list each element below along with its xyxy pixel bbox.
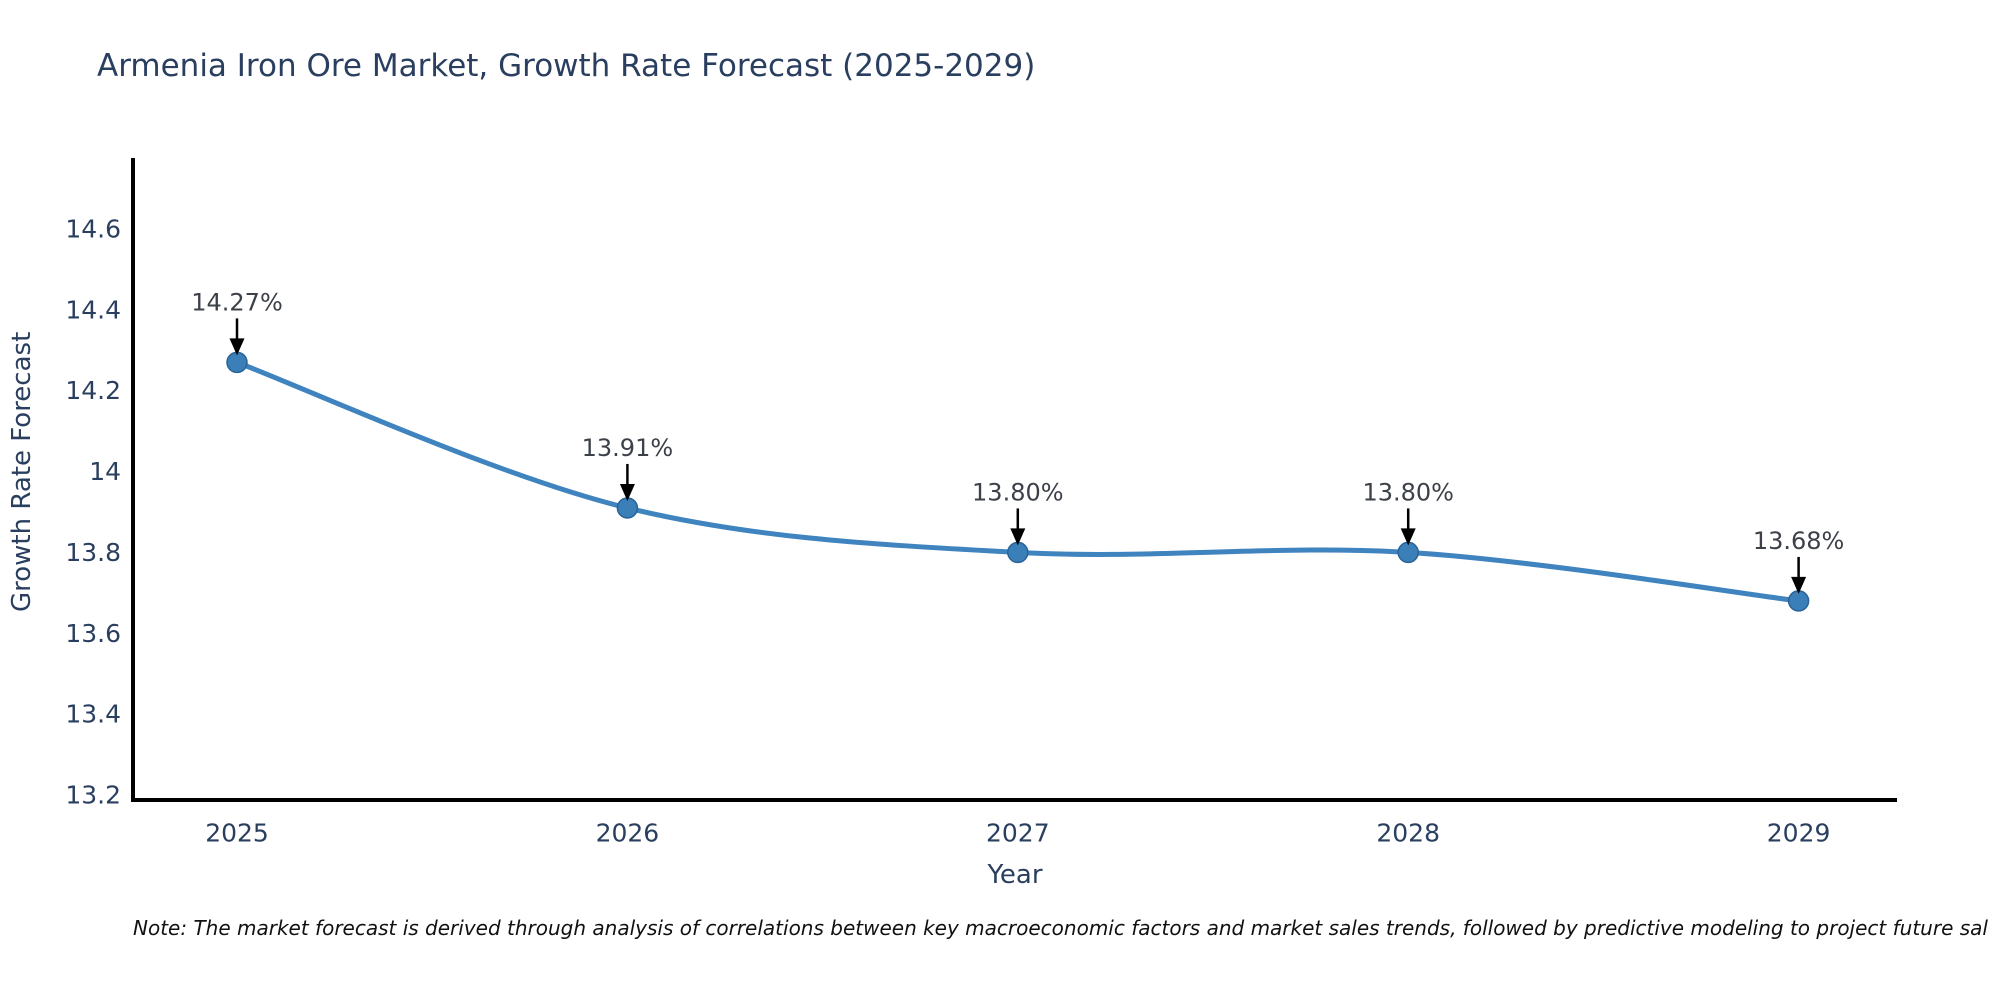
annotation-label: 13.68% [1753,527,1845,555]
chart-title: Armenia Iron Ore Market, Growth Rate For… [97,48,1036,84]
y-tick-label: 13.2 [65,781,121,810]
annotation-label: 14.27% [191,288,283,316]
x-tick-label: 2025 [205,819,269,848]
annotation-2025: 14.27% [191,288,283,356]
y-tick-label: 14.4 [65,295,121,324]
y-tick-label: 14 [89,457,121,486]
data-point-2027[interactable] [1007,541,1029,564]
annotation-label: 13.91% [582,434,674,462]
y-tick-label: 14.6 [65,214,121,243]
x-tick-label: 2029 [1767,819,1831,848]
annotation-2026: 13.91% [582,434,674,501]
annotation-2029: 13.68% [1753,527,1845,594]
x-tick-label: 2027 [986,819,1050,848]
y-tick-label: 13.6 [65,619,121,648]
annotation-arrowhead-icon [619,483,635,501]
y-tick-label: 14.2 [65,376,121,405]
y-tick-label: 13.8 [65,538,121,567]
annotation-arrowhead-icon [1791,576,1807,594]
annotation-arrowhead-icon [1400,528,1416,546]
x-tick-label: 2026 [596,819,660,848]
annotation-label: 13.80% [972,478,1064,506]
y-tick-label: 13.4 [65,700,121,729]
annotation-arrowhead-icon [1010,528,1026,546]
annotation-2028: 13.80% [1362,478,1454,546]
annotation-label: 13.80% [1362,478,1454,506]
footnote: Note: The market forecast is derived thr… [133,916,1988,940]
annotation-arrowhead-icon [229,338,245,356]
x-tick-label: 2028 [1376,819,1440,848]
annotation-2027: 13.80% [972,478,1064,546]
x-axis-title: Year [987,860,1043,890]
